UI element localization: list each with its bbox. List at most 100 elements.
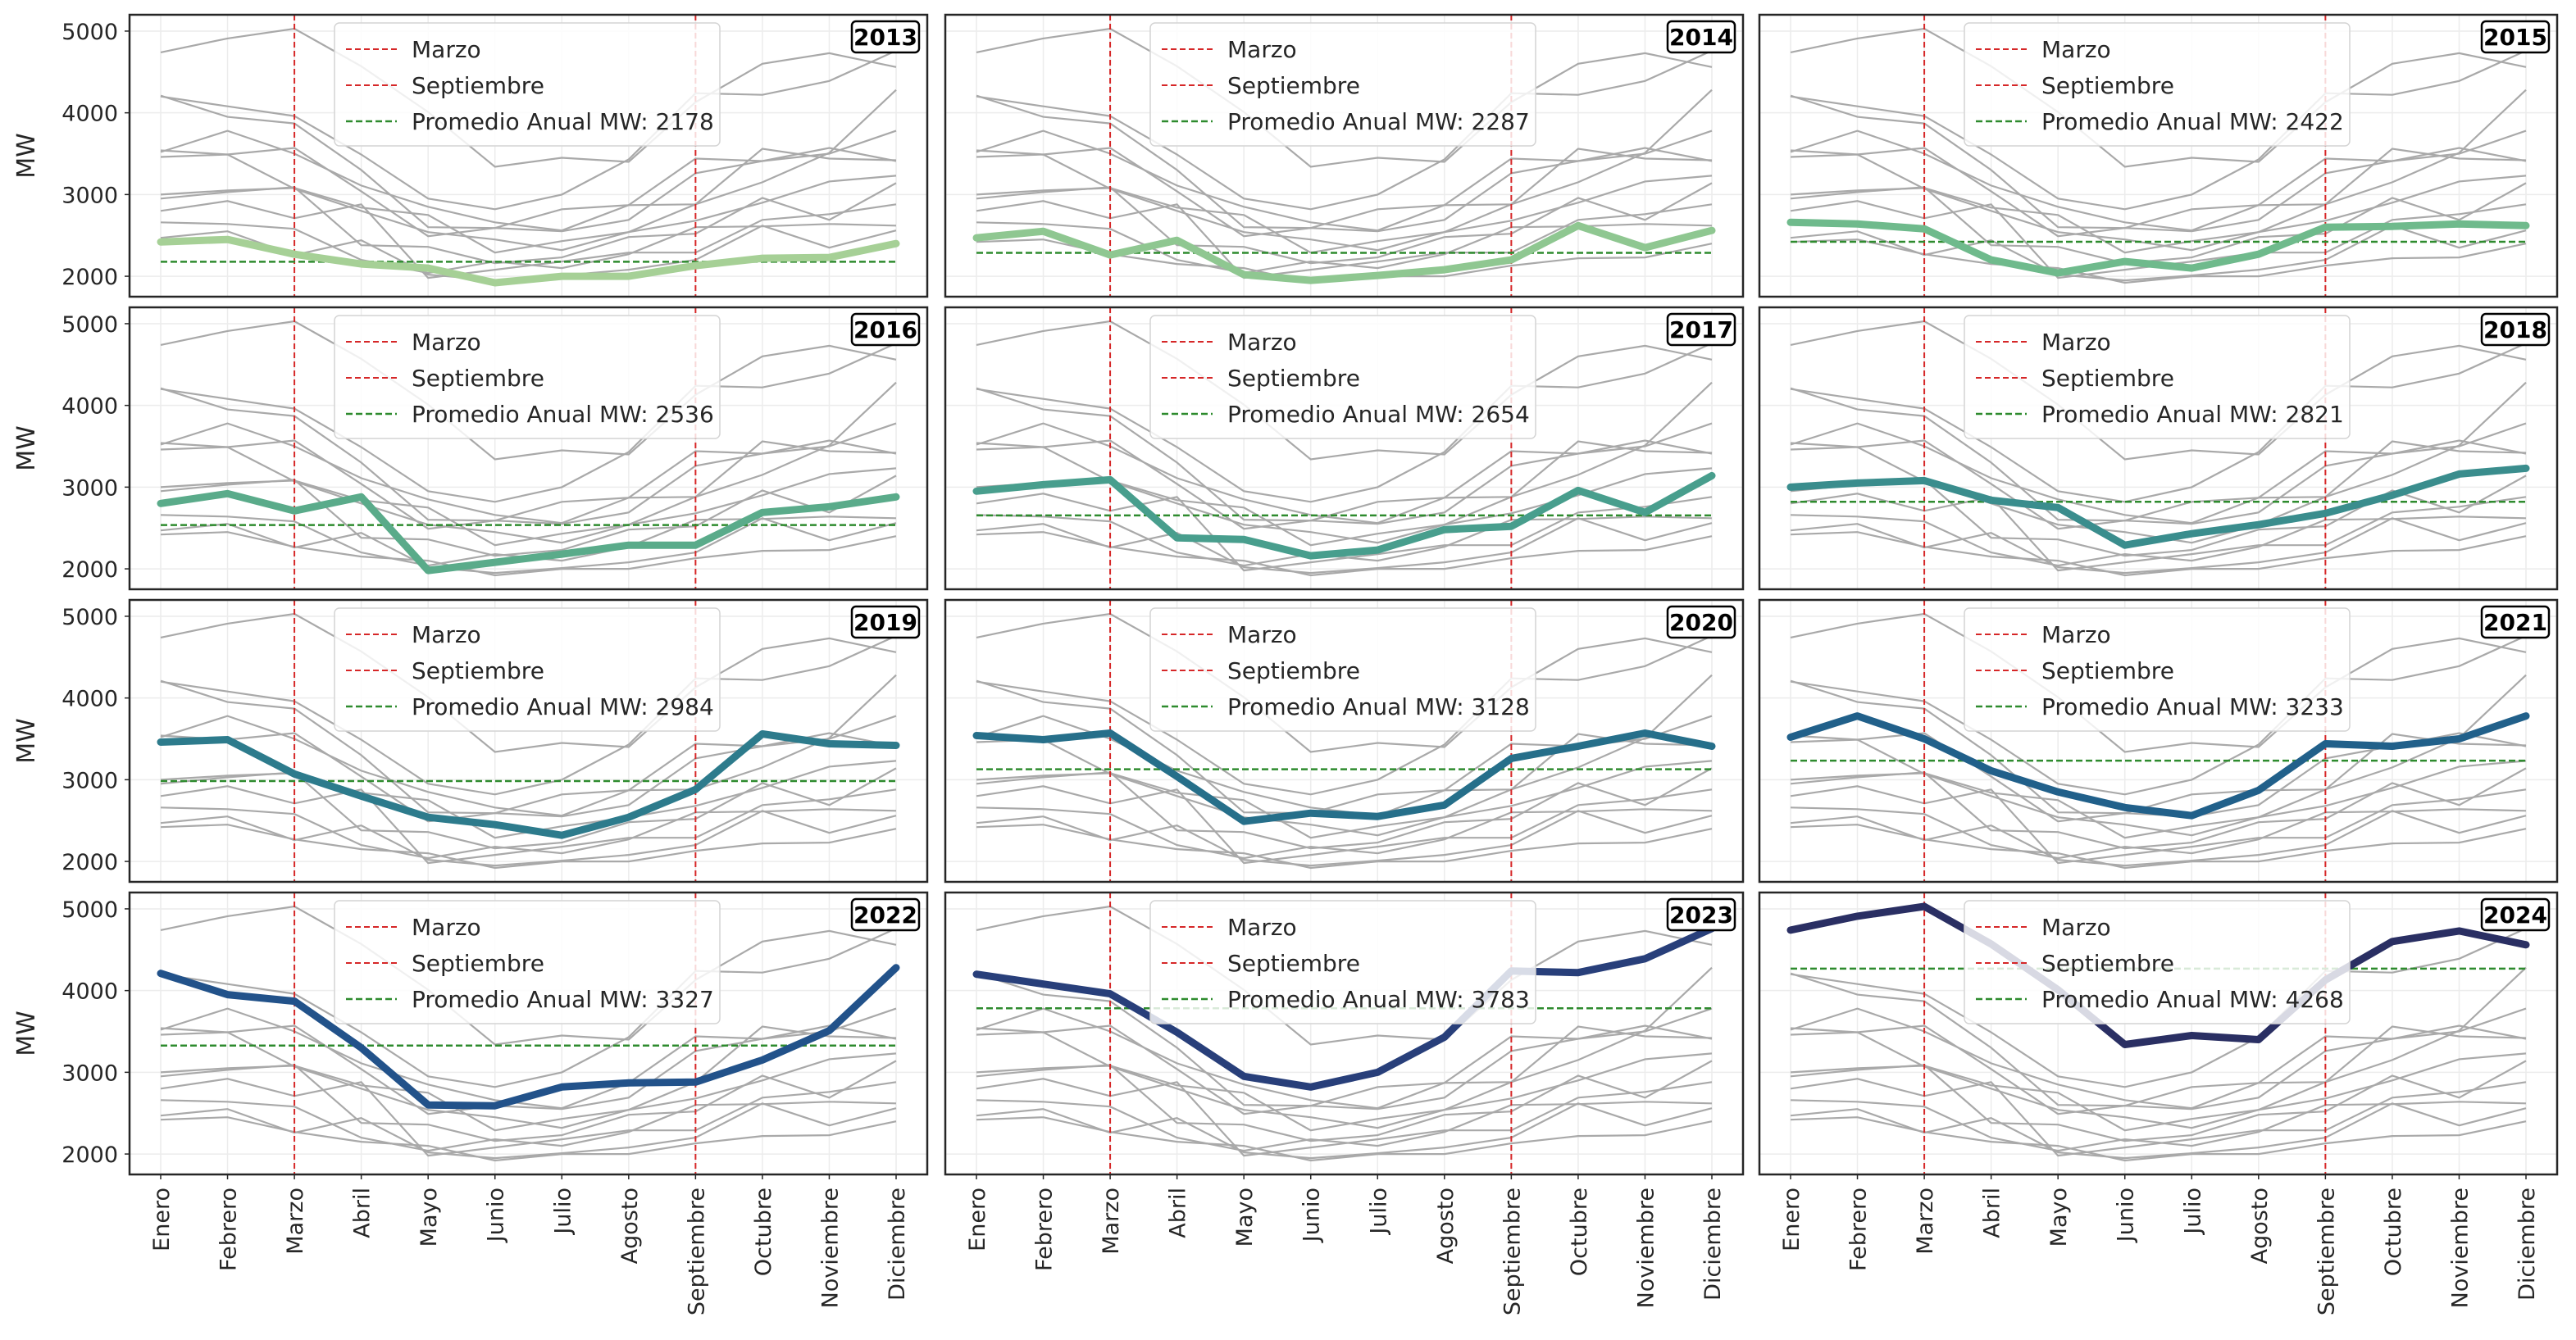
x-tick-label: Abril (1166, 1188, 1191, 1238)
series-line-2018 (1786, 464, 2530, 549)
legend-entry-septiembre: Septiembre (412, 365, 544, 392)
legend-mean-value: 2422 (2286, 108, 2344, 135)
legend-entry-promedio: Promedio Anual MW: 2178 (412, 108, 714, 135)
year-badge-box (850, 897, 921, 932)
panel-frame (128, 13, 929, 298)
series-line-2024 (1786, 902, 2530, 1048)
legend-entry-marzo: Marzo (1227, 621, 1297, 648)
x-tick-label: Enero (965, 1188, 990, 1251)
background-series-line-2021 (1790, 422, 2527, 525)
background-series-line-2019 (976, 1025, 1713, 1129)
y-tick-label: 4000 (61, 102, 118, 127)
background-series-line-2018 (976, 175, 1713, 254)
legend-mean-space (2278, 401, 2286, 428)
background-series-line-2024 (160, 320, 897, 461)
background-series-line-2022 (976, 89, 1713, 229)
background-series-line-2016 (1790, 493, 2527, 572)
panel-2013: Marzo Septiembre Promedio Anual MW: 2178 20… (12, 13, 929, 298)
background-series-line-2021 (976, 129, 1713, 232)
x-tick-label: Junio (2114, 1188, 2139, 1243)
legend-entry-septiembre: Septiembre (2041, 72, 2174, 99)
legend-entry-promedio: Promedio Anual MW: 2654 (1227, 401, 1530, 428)
legend-entry-marzo: Marzo (1227, 36, 1297, 63)
background-series-line-2014 (1790, 810, 2527, 867)
legend-entry-marzo: Marzo (412, 914, 481, 941)
legend-mean-space (1464, 986, 1472, 1013)
y-tick-label: 3000 (61, 183, 118, 208)
background-series-line-2024 (160, 905, 897, 1046)
x-tick-label: Noviembre (1633, 1188, 1659, 1308)
series-line-2016 (157, 489, 900, 575)
legend-mean-prefix: Promedio Anual MW: (2041, 693, 2278, 720)
x-tick-label: Abril (1980, 1188, 2005, 1238)
background-series-line-2014 (160, 1102, 897, 1160)
x-tick-label: Agosto (617, 1188, 643, 1264)
y-tick-label: 4000 (61, 687, 118, 712)
x-tick-label: Febrero (216, 1188, 242, 1271)
x-tick-label: Febrero (1032, 1188, 1058, 1271)
background-series-line-2016 (976, 1078, 1713, 1157)
background-series-line-2024 (976, 27, 1713, 168)
background-series-line-2023 (160, 927, 897, 1088)
legend-entry-promedio: Promedio Anual MW: 3233 (2041, 693, 2344, 720)
year-label: 2017 (1669, 316, 1733, 343)
panel-plot-area (972, 15, 1716, 297)
background-series-line-2019 (160, 1025, 897, 1129)
x-tick-label: Mayo (1232, 1188, 1258, 1247)
x-tick-label: Diciembre (1700, 1188, 1726, 1301)
panel-2019: Marzo Septiembre Promedio Anual MW: 2984 20… (12, 598, 929, 883)
x-tick-label: Julio (2180, 1188, 2205, 1236)
legend-entry-septiembre: Septiembre (2041, 365, 2174, 392)
legend-mean-space (2278, 108, 2286, 135)
background-series-line-2014 (1790, 1102, 2527, 1160)
series-line-2017 (972, 471, 1716, 560)
x-tick-label: Mayo (2046, 1188, 2072, 1247)
background-series-line-2023 (976, 634, 1713, 796)
background-series-line-2024 (160, 27, 897, 168)
legend-mean-value: 4268 (2286, 986, 2344, 1013)
legend-entry-promedio: Promedio Anual MW: 2422 (2041, 108, 2344, 135)
panel-2015: Marzo Septiembre Promedio Anual MW: 2422 20… (1758, 13, 2559, 298)
background-series-line-2019 (976, 148, 1713, 252)
background-series-line-2018 (160, 1052, 897, 1132)
year-label: 2016 (853, 316, 917, 343)
panel-frame (944, 598, 1745, 883)
legend-mean-prefix: Promedio Anual MW: (1227, 693, 1464, 720)
series-line-2022 (157, 964, 900, 1110)
legend-mean-value: 2654 (1472, 401, 1530, 428)
panel-plot-area (157, 893, 900, 1174)
x-tick-label: Enero (1779, 1188, 1805, 1251)
x-tick-label: Abril (350, 1188, 375, 1238)
panel-2014: Marzo Septiembre Promedio Anual MW: 2287 20… (944, 13, 1745, 298)
legend-mean-space (1464, 108, 1472, 135)
panel-plot-area (157, 307, 900, 589)
x-tick-label: Mayo (416, 1188, 442, 1247)
legend-mean-prefix: Promedio Anual MW: (412, 401, 649, 428)
legend-entry-septiembre: Septiembre (1227, 365, 1360, 392)
panel-frame (1758, 13, 2559, 298)
panel-2018: Marzo Septiembre Promedio Anual MW: 2821 20… (1758, 306, 2559, 591)
y-tick-label: 2000 (61, 850, 118, 875)
background-series-line-2023 (1790, 49, 2527, 211)
legend-box (1149, 315, 1536, 439)
background-series-line-2018 (976, 760, 1713, 839)
panel-2017: Marzo Septiembre Promedio Anual MW: 2654 20… (944, 306, 1745, 591)
background-series-line-2023 (976, 49, 1713, 211)
legend-box (1149, 607, 1536, 732)
panel-plot-area (972, 600, 1716, 882)
y-tick-label: 5000 (61, 312, 118, 338)
series-line-2023 (972, 924, 1716, 1091)
panel-2021: Marzo Septiembre Promedio Anual MW: 3233 20… (1758, 598, 2559, 883)
legend-entry-septiembre: Septiembre (412, 72, 544, 99)
legend-mean-value: 3783 (1472, 986, 1530, 1013)
year-badge-box (2480, 605, 2551, 639)
background-series-line-2021 (1790, 1007, 2527, 1110)
background-series-line-2018 (1790, 1052, 2527, 1132)
legend-box (1149, 22, 1536, 147)
background-series-line-2019 (1790, 148, 2527, 252)
x-tick-label: Noviembre (817, 1188, 843, 1308)
x-tick-label: Marzo (283, 1188, 308, 1255)
background-series-line-2018 (160, 175, 897, 254)
background-series-line-2014 (160, 810, 897, 867)
legend-entry-promedio: Promedio Anual MW: 2287 (1227, 108, 1530, 135)
